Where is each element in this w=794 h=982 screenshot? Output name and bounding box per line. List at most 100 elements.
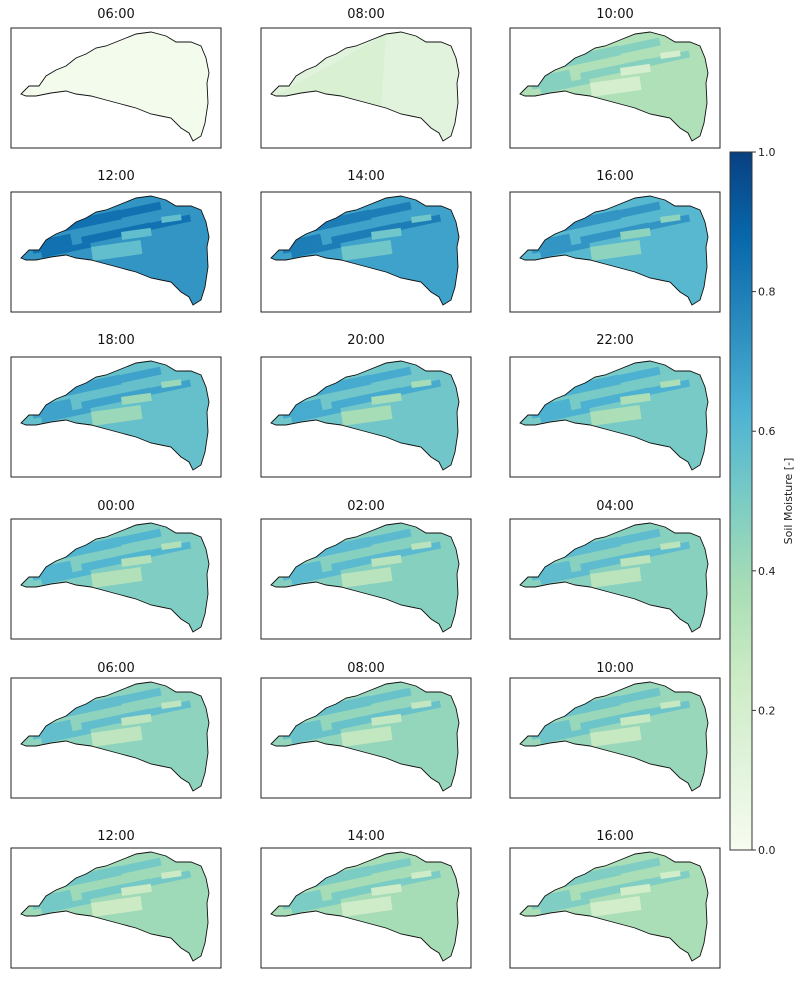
map-panel: 16:00	[509, 829, 721, 969]
map-panel: 20:00	[260, 333, 472, 478]
wet-zone	[41, 406, 92, 423]
catchment-raster	[271, 32, 459, 141]
dry-zone	[620, 227, 651, 240]
dry-zone	[660, 541, 681, 550]
catchment-raster	[21, 682, 209, 791]
dry-zone	[341, 567, 393, 588]
wet-zone	[31, 889, 73, 910]
colorbar-tick-label: 0.8	[758, 286, 776, 299]
dry-zone	[411, 870, 432, 879]
catchment-boundary	[519, 195, 709, 306]
colorbar-tick-label: 0.0	[758, 844, 776, 857]
dry-zone	[121, 713, 152, 726]
wet-zone	[610, 857, 661, 876]
panel-title: 08:00	[347, 661, 384, 676]
wet-zone	[111, 528, 162, 547]
dry-zone	[160, 870, 182, 879]
dry-zone	[590, 567, 642, 588]
dry-zone	[371, 554, 402, 567]
dry-zone	[121, 883, 152, 896]
wet-zone	[530, 560, 572, 581]
dry-zone	[590, 726, 642, 747]
map-panel: 06:00	[10, 661, 222, 799]
wet-zone	[110, 366, 162, 385]
colorbar-tick-label: 0.4	[758, 565, 776, 578]
dry-zone	[411, 214, 432, 223]
catchment-raster	[520, 523, 708, 632]
panel-title: 04:00	[596, 499, 633, 514]
panel-title: 06:00	[97, 661, 134, 676]
wet-zone	[290, 241, 342, 258]
wet-zone	[360, 857, 412, 876]
catchment-boundary	[519, 31, 709, 142]
wet-zone	[280, 889, 323, 910]
panel-title: 14:00	[347, 829, 384, 844]
wet-zone	[530, 719, 572, 740]
map-panel: 16:00	[509, 169, 721, 313]
map-panel: 14:00	[260, 169, 472, 313]
dry-zone	[121, 554, 152, 567]
panel-title: 14:00	[347, 169, 384, 184]
wet-zone	[560, 536, 621, 559]
wet-zone	[530, 233, 572, 254]
dry-zone	[590, 896, 642, 917]
dry-zone	[620, 713, 651, 726]
dry-zone	[410, 379, 432, 388]
panel-title: 22:00	[596, 333, 633, 348]
catchment-boundary	[270, 360, 460, 471]
wet-zone	[61, 374, 122, 397]
colorbar-tick-label: 0.6	[758, 425, 776, 438]
dry-zone	[371, 713, 402, 726]
wet-zone	[610, 366, 661, 385]
catchment-raster	[520, 361, 708, 470]
catchment-boundary	[20, 195, 210, 306]
map-panel: 06:00	[10, 7, 222, 149]
dry-zone	[371, 392, 402, 405]
wet-zone	[560, 209, 621, 232]
wet-zone	[559, 865, 621, 888]
wet-zone	[110, 857, 162, 876]
panel-title: 06:00	[97, 7, 134, 22]
dry-zone	[90, 405, 143, 426]
colorbar-tick-label: 1.0	[758, 146, 776, 159]
panel-title: 10:00	[596, 661, 633, 676]
catchment-raster	[271, 523, 459, 632]
panel-grid: 06:00 08:00 10:00 12:00 14:00 16:00 18:00 20:00…	[10, 7, 721, 969]
catchment-raster	[271, 852, 459, 961]
map-panel: 10:00	[509, 661, 721, 799]
panel-title: 00:00	[97, 499, 134, 514]
wet-zone	[310, 536, 372, 559]
dry-zone	[160, 214, 182, 223]
panel-title: 08:00	[347, 7, 384, 22]
dry-zone	[341, 726, 393, 747]
catchment-raster	[21, 523, 209, 632]
catchment-boundary	[519, 360, 709, 471]
wet-zone	[111, 201, 162, 220]
wet-zone	[360, 528, 412, 547]
wet-zone	[311, 865, 372, 888]
wet-zone	[311, 695, 372, 718]
dry-zone	[620, 392, 651, 405]
dry-zone	[121, 392, 152, 405]
wet-zone	[530, 398, 572, 419]
colorbar: 0.0 0.2 0.4 0.6 0.8 1.0 Soil Moisture [-]	[729, 146, 794, 857]
wet-zone	[560, 695, 621, 718]
catchment-boundary	[20, 31, 210, 142]
dry-zone	[659, 50, 681, 59]
catchment-boundary	[20, 681, 210, 792]
catchment-raster	[21, 361, 209, 470]
catchment-boundary	[270, 522, 460, 633]
catchment-boundary	[519, 681, 709, 792]
catchment-boundary	[20, 851, 210, 962]
map-panel: 22:00	[509, 333, 721, 478]
dry-zone	[660, 214, 681, 223]
catchment-boundary	[20, 522, 210, 633]
colorbar-tick-label: 0.2	[758, 704, 776, 717]
wet-zone	[60, 695, 122, 718]
map-panel: 08:00	[260, 7, 472, 149]
dry-zone	[341, 896, 393, 917]
dry-zone	[620, 554, 651, 567]
map-panel: 10:00	[509, 7, 721, 149]
catchment-raster	[21, 196, 209, 305]
